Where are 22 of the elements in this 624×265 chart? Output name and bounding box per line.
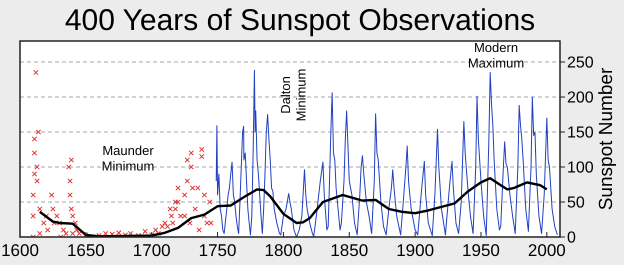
y-tick-label: 100 [567, 160, 594, 177]
x-tick-label: 1750 [198, 241, 236, 260]
x-tick-label: 1850 [330, 241, 368, 260]
y-axis-title: Sunspot Number [596, 67, 617, 210]
annotation: Dalton Minimum [278, 68, 309, 122]
chart-title: 400 Years of Sunspot Observations [64, 4, 536, 37]
line-series [38, 177, 548, 237]
x-tick-label: 1650 [66, 241, 105, 260]
y-tick-label: 150 [567, 124, 594, 142]
y-tick-label: 50 [567, 194, 585, 212]
x-tick-label: 1600 [1, 241, 39, 260]
y-tick-label: 0 [567, 230, 576, 247]
x-tick-label: 1700 [132, 241, 171, 260]
annotation: Modern Maximum [468, 40, 524, 71]
annotation: Maunder Minimum [102, 143, 154, 174]
y-tick-label: 200 [567, 90, 594, 107]
x-tick-label: 2000 [528, 241, 566, 260]
y-tick-label: 250 [567, 54, 594, 72]
x-tick-label: 1800 [264, 241, 302, 260]
x-tick-label: 1900 [396, 241, 434, 260]
x-tick-label: 1950 [462, 241, 500, 260]
line-series [216, 70, 558, 237]
